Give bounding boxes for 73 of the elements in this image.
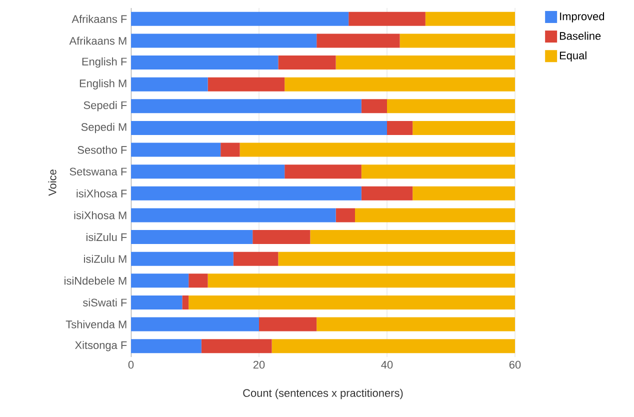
bar	[425, 12, 515, 26]
y-tick-label: English M	[80, 79, 126, 90]
y-tick-label: Sepedi M	[81, 122, 126, 134]
bar	[131, 77, 208, 92]
y-tick-label: siSwati F	[83, 298, 127, 306]
bar	[336, 56, 515, 70]
bar	[131, 295, 182, 310]
bar	[131, 186, 362, 200]
legend-label: Improved	[560, 12, 604, 22]
bar	[355, 208, 515, 222]
bar	[387, 120, 413, 135]
y-tick-label: Afrikaans M	[69, 36, 126, 45]
bar	[348, 12, 426, 26]
bar	[131, 274, 189, 288]
bar	[131, 208, 336, 222]
bar	[131, 34, 317, 48]
x-tick-label: 40	[381, 360, 393, 369]
bar	[131, 56, 278, 70]
bar	[412, 186, 515, 200]
bar	[387, 99, 516, 114]
bar	[310, 230, 515, 244]
bar	[412, 120, 515, 135]
bar	[131, 230, 253, 244]
bar	[272, 339, 516, 354]
legend-label: Baseline	[560, 32, 601, 40]
x-tick-label: 60	[509, 360, 521, 369]
bar	[131, 317, 259, 332]
y-tick-label: isiZulu F	[86, 233, 127, 242]
bar	[278, 56, 336, 70]
y-tick-label: Afrikaans F	[72, 14, 127, 23]
x-tick-label: 20	[253, 360, 265, 369]
bar	[278, 252, 515, 266]
bar	[259, 317, 317, 332]
y-axis-title: Voice	[48, 170, 56, 196]
y-tick-label: isiXhosa F	[76, 189, 127, 198]
bar	[131, 12, 349, 26]
bar	[208, 274, 515, 288]
x-tick-label: 0	[128, 360, 134, 369]
y-tick-label: Tshivenda M	[66, 320, 126, 328]
bar	[361, 99, 387, 114]
y-tick-label: isiNdebele M	[64, 276, 126, 285]
legend-label: Equal	[560, 51, 586, 62]
bar	[201, 339, 272, 354]
bar	[131, 99, 362, 114]
bar	[182, 295, 189, 310]
bar	[252, 230, 310, 244]
bar	[188, 274, 208, 288]
bar	[284, 164, 362, 179]
bar	[400, 34, 516, 48]
y-tick-label: isiZulu M	[84, 254, 126, 263]
y-tick-label: English F	[82, 57, 127, 68]
y-tick-label: Sesotho F	[78, 146, 127, 154]
bar	[284, 77, 516, 92]
bar	[131, 120, 387, 135]
bar	[131, 252, 234, 266]
bar	[188, 295, 516, 310]
bar	[361, 186, 413, 200]
bar	[336, 208, 355, 222]
bar	[131, 339, 202, 354]
bar	[240, 142, 515, 157]
y-tick-label: Sepedi F	[84, 101, 127, 112]
bar	[233, 252, 278, 266]
y-tick-label: isiXhosa M	[74, 211, 126, 220]
bar	[208, 77, 285, 92]
bar	[220, 142, 240, 157]
bar	[131, 164, 285, 179]
y-tick-label: Setswana F	[70, 168, 127, 176]
bar	[316, 317, 516, 332]
y-tick-label: Xitsonga F	[75, 340, 127, 352]
bar	[131, 142, 221, 157]
x-axis-title: Count (sentences x practitioners)	[243, 388, 403, 400]
bar	[316, 34, 400, 48]
bar	[361, 164, 516, 179]
